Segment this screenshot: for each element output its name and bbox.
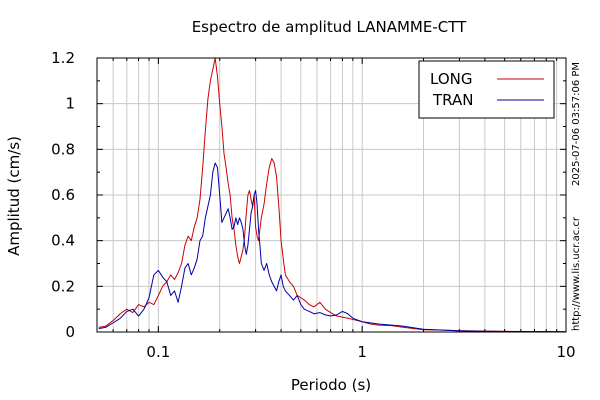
y-axis-title: Amplitud (cm/s): [5, 136, 23, 256]
x-tick-label: 10: [556, 343, 575, 361]
y-tick-label: 0.6: [51, 186, 75, 204]
y-tick-label: 0: [65, 323, 75, 341]
y-tick-label: 0.2: [51, 277, 75, 295]
legend-box: [418, 60, 555, 119]
legend-label-long: LONG: [430, 70, 472, 88]
series-line-long: [98, 57, 567, 333]
x-tick-label: 1: [357, 343, 367, 361]
series-line-tran: [98, 162, 566, 333]
legend-label-tran: TRAN: [432, 91, 473, 109]
y-tick-label: 0.4: [51, 232, 75, 250]
chart-title: Espectro de amplitud LANAMME-CTT: [192, 18, 467, 36]
tick-labels: 0.1 1 10 0 0.2 0.4 0.6 0.8 1 1.2: [51, 49, 575, 361]
timestamp-label: 2025-07-06 03:57:06 PM: [571, 62, 582, 186]
y-tick-label: 1.2: [51, 49, 75, 67]
legend: LONG TRAN: [418, 60, 555, 119]
axis-ticks: [96, 57, 567, 333]
source-url-label: http://www.lis.ucr.ac.cr: [571, 216, 582, 331]
x-axis-title: Periodo (s): [291, 376, 371, 394]
series-layer: [98, 57, 567, 333]
y-tick-label: 1: [65, 95, 75, 113]
x-tick-label: 0.1: [146, 343, 170, 361]
y-tick-label: 0.8: [51, 140, 75, 158]
